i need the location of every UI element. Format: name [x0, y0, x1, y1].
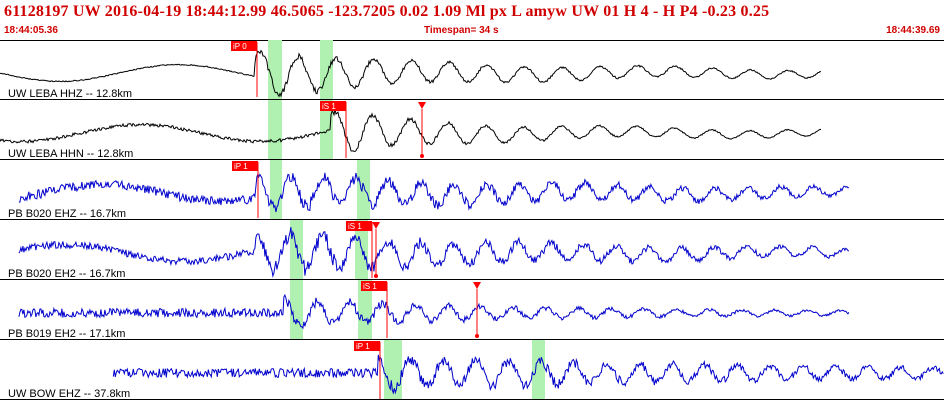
pick-flag[interactable] — [346, 221, 372, 231]
pick-label: iS 1 — [363, 282, 377, 291]
end-time-label: 18:44:39.69 — [886, 25, 940, 36]
waveform-plot[interactable]: iP 0 UW LEBA HHZ -- 12.8km iS 1 UW LEBA HHN… — [0, 40, 944, 400]
station-label: UW BOW EHZ -- 37.8km — [8, 388, 130, 400]
window-highlight — [320, 40, 333, 100]
pick-end-dot — [475, 334, 479, 338]
station-label: PB B019 EH2 -- 17.1km — [8, 328, 125, 340]
waveform-trace — [0, 49, 822, 98]
station-label: PB B020 EH2 -- 16.7km — [8, 268, 125, 280]
window-highlight — [532, 340, 545, 400]
pick-label: iS 1 — [348, 222, 362, 231]
window-highlight — [268, 40, 282, 100]
pick-label: iP 1 — [356, 342, 370, 351]
window-highlight — [357, 160, 370, 220]
station-label: PB B020 EHZ -- 16.7km — [8, 208, 126, 220]
window-highlight — [320, 100, 333, 160]
waveform-trace — [0, 109, 821, 152]
pick-flag[interactable] — [231, 41, 257, 51]
pick-end-dot — [374, 274, 378, 278]
station-label: UW LEBA HHN -- 12.8km — [8, 148, 133, 160]
waveform-trace — [112, 354, 944, 395]
trace-row[interactable]: iS 1 PB B019 EH2 -- 17.1km — [0, 280, 944, 340]
start-time-label: 18:44:05.36 — [4, 25, 58, 36]
pick-marker-icon[interactable] — [418, 102, 426, 109]
pick-label: iP 1 — [234, 162, 248, 171]
event-title: 61128197 UW 2016-04-19 18:44:12.99 46.50… — [4, 3, 770, 20]
pick-flag[interactable] — [232, 161, 258, 171]
trace-row[interactable]: iS 1 UW LEBA HHN -- 12.8km — [0, 100, 944, 160]
trace-row[interactable]: iP 0 UW LEBA HHZ -- 12.8km — [0, 40, 944, 100]
pick-flag[interactable] — [354, 341, 380, 351]
waveform-trace — [18, 293, 850, 330]
trace-row[interactable]: iP 1 UW BOW EHZ -- 37.8km — [0, 340, 944, 400]
pick-label: iP 0 — [233, 42, 247, 51]
pick-label: iS 1 — [322, 102, 336, 111]
station-label: UW LEBA HHZ -- 12.8km — [8, 88, 132, 100]
waveform-trace — [18, 172, 849, 213]
timespan-label: Timespan= 34 s — [424, 25, 499, 36]
waveform-trace — [18, 227, 850, 278]
pick-marker-icon[interactable] — [473, 282, 481, 289]
header-bar: 61128197 UW 2016-04-19 18:44:12.99 46.50… — [0, 0, 944, 41]
waveform-panel[interactable]: iP 0 UW LEBA HHZ -- 12.8km iS 1 UW LEBA HHN… — [0, 40, 944, 400]
pick-flag[interactable] — [320, 101, 346, 111]
window-highlight — [290, 220, 303, 280]
trace-row[interactable]: iP 1 PB B020 EHZ -- 16.7km — [0, 160, 944, 220]
window-highlight — [355, 220, 368, 280]
window-highlight — [290, 280, 303, 340]
pick-marker-icon[interactable] — [372, 222, 380, 229]
trace-row[interactable]: iS 1 PB B020 EH2 -- 16.7km — [0, 220, 944, 280]
window-highlight — [358, 280, 372, 340]
window-highlight — [268, 100, 282, 160]
pick-flag[interactable] — [361, 281, 387, 291]
pick-end-dot — [420, 154, 424, 158]
